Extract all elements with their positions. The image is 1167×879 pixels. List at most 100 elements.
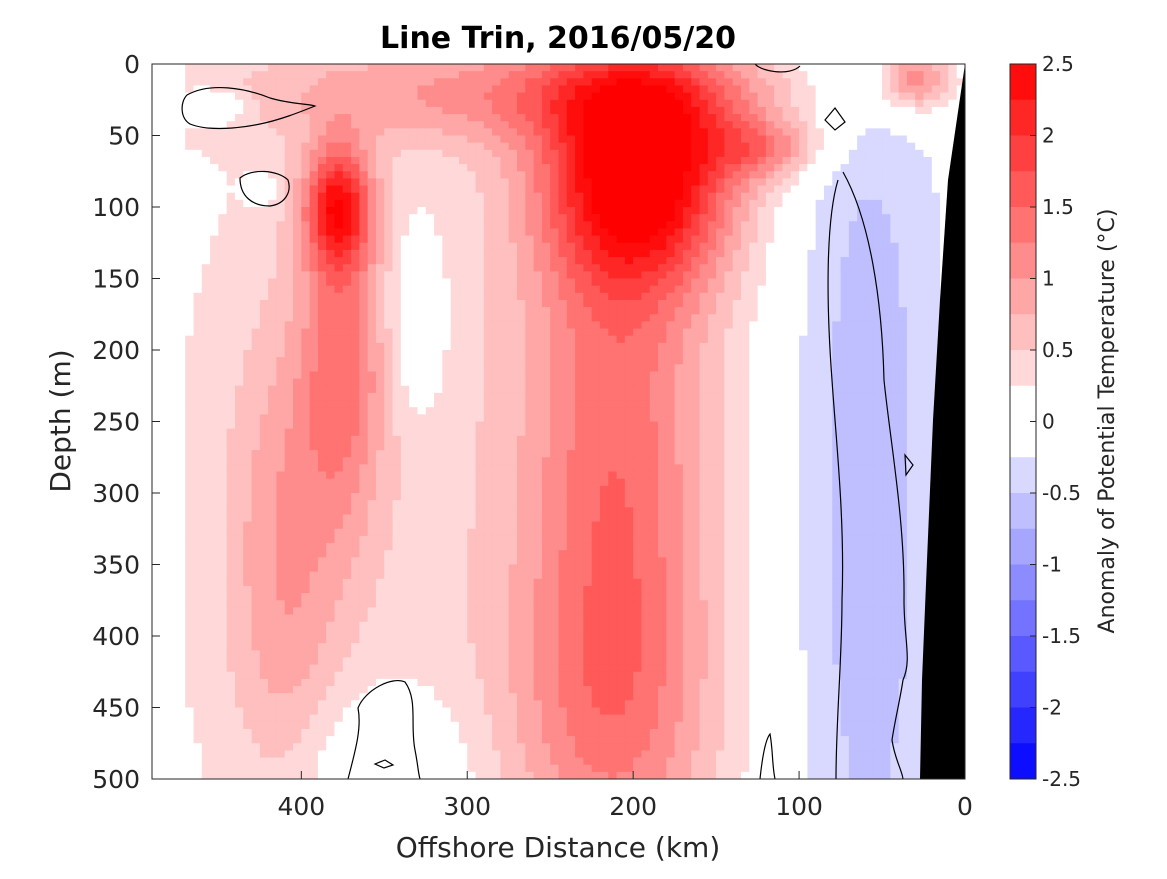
- heatmap-cell: [533, 314, 543, 322]
- heatmap-cell: [533, 285, 543, 294]
- heatmap-cell: [384, 299, 394, 308]
- heatmap-cell: [284, 385, 294, 394]
- heatmap-cell: [218, 257, 228, 265]
- heatmap-cell: [483, 135, 493, 144]
- heatmap-cell: [467, 471, 477, 480]
- heatmap-cell: [193, 678, 203, 687]
- heatmap-cell: [226, 199, 236, 208]
- heatmap-cell: [492, 235, 502, 244]
- heatmap-cell: [367, 478, 377, 487]
- heatmap-cell: [467, 78, 477, 87]
- heatmap-cell: [218, 85, 228, 94]
- heatmap-cell: [309, 364, 319, 373]
- heatmap-cell: [409, 428, 419, 437]
- heatmap-cell: [425, 528, 435, 537]
- heatmap-cell: [268, 242, 278, 251]
- heatmap-cell: [301, 485, 311, 494]
- heatmap-cell: [500, 478, 510, 487]
- heatmap-cell: [342, 657, 352, 666]
- heatmap-cell: [400, 607, 410, 616]
- heatmap-cell: [259, 471, 269, 480]
- heatmap-cell: [284, 557, 294, 566]
- heatmap-cell: [434, 678, 443, 687]
- heatmap-cell: [566, 421, 576, 430]
- heatmap-cell: [251, 156, 261, 165]
- heatmap-cell: [243, 221, 253, 230]
- heatmap-cell: [517, 514, 526, 523]
- heatmap-cell: [558, 64, 568, 72]
- heatmap-cell: [234, 607, 244, 616]
- heatmap-cell: [575, 507, 584, 516]
- heatmap-cell: [450, 650, 460, 659]
- heatmap-cell: [243, 593, 253, 601]
- heatmap-cell: [533, 621, 543, 630]
- heatmap-cell: [442, 464, 452, 473]
- heatmap-cell: [458, 371, 468, 380]
- heatmap-cell: [392, 750, 402, 759]
- heatmap-cell: [566, 764, 576, 773]
- heatmap-cell: [591, 171, 601, 179]
- heatmap-cell: [558, 164, 568, 172]
- heatmap-cell: [226, 614, 236, 623]
- heatmap-cell: [268, 671, 278, 680]
- heatmap-cell: [591, 192, 601, 201]
- heatmap-cell: [384, 643, 394, 651]
- heatmap-cell: [475, 578, 485, 587]
- heatmap-cell: [558, 257, 568, 265]
- heatmap-cell: [276, 185, 286, 194]
- heatmap-cell: [317, 335, 327, 344]
- heatmap-cell: [575, 421, 584, 430]
- heatmap-cell: [566, 92, 576, 101]
- heatmap-cell: [334, 85, 344, 94]
- heatmap-cell: [359, 221, 369, 230]
- heatmap-cell: [367, 500, 377, 508]
- heatmap-cell: [417, 106, 427, 115]
- heatmap-cell: [508, 450, 518, 458]
- heatmap-cell: [342, 307, 352, 315]
- heatmap-cell: [525, 614, 535, 623]
- heatmap-cell: [351, 507, 360, 516]
- heatmap-cell: [400, 92, 410, 101]
- heatmap-cell: [541, 307, 551, 315]
- heatmap-cell: [583, 693, 593, 701]
- heatmap-cell: [259, 350, 269, 358]
- heatmap-cell: [458, 600, 468, 608]
- heatmap-cell: [392, 207, 402, 215]
- heatmap-cell: [351, 228, 360, 237]
- heatmap-cell: [367, 428, 377, 437]
- heatmap-cell: [492, 600, 502, 608]
- heatmap-cell: [541, 135, 551, 144]
- heatmap-cell: [409, 478, 419, 487]
- heatmap-cell: [334, 714, 344, 723]
- heatmap-cell: [508, 507, 518, 516]
- heatmap-cell: [226, 257, 236, 265]
- heatmap-cell: [367, 493, 377, 501]
- heatmap-cell: [226, 736, 236, 744]
- heatmap-cell: [259, 292, 269, 301]
- heatmap-cell: [234, 771, 244, 779]
- heatmap-cell: [442, 614, 452, 623]
- heatmap-cell: [342, 500, 352, 508]
- heatmap-cell: [185, 350, 195, 358]
- heatmap-cell: [317, 686, 327, 694]
- heatmap-cell: [226, 114, 236, 122]
- heatmap-cell: [475, 614, 485, 623]
- heatmap-cell: [508, 249, 518, 258]
- heatmap-cell: [425, 342, 435, 351]
- heatmap-cell: [334, 621, 344, 630]
- heatmap-cell: [284, 607, 294, 616]
- heatmap-cell: [392, 521, 402, 530]
- heatmap-cell: [417, 521, 427, 530]
- heatmap-cell: [533, 478, 543, 487]
- heatmap-cell: [550, 135, 560, 144]
- heatmap-cell: [409, 686, 419, 694]
- heatmap-cell: [185, 357, 195, 365]
- heatmap-cell: [533, 500, 543, 508]
- heatmap-cell: [359, 485, 369, 494]
- heatmap-cell: [309, 285, 319, 294]
- heatmap-cell: [185, 199, 195, 208]
- heatmap-cell: [550, 156, 560, 165]
- heatmap-cell: [575, 171, 584, 179]
- heatmap-cell: [193, 764, 203, 773]
- heatmap-cell: [458, 285, 468, 294]
